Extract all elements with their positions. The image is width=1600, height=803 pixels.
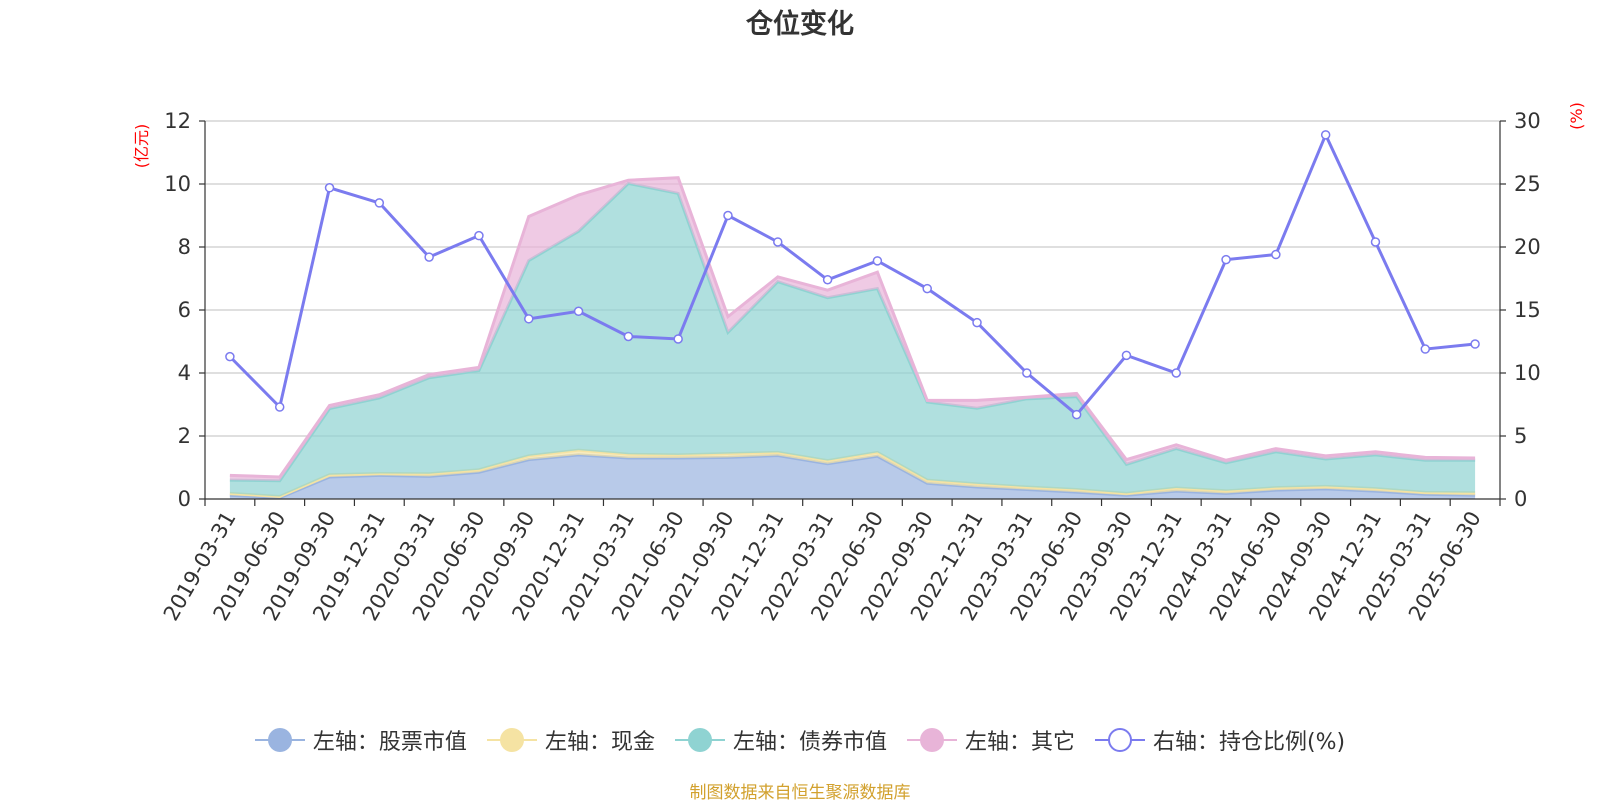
ratio-point: [922, 283, 932, 294]
area-edge-series-3: [229, 176, 1476, 479]
legend-label-cash: 左轴：现金: [544, 730, 655, 755]
area-series-2: [229, 183, 1476, 497]
source-note: 制图数据来自恒生聚源数据库: [689, 783, 911, 803]
ratio-point: [1071, 409, 1082, 420]
ratio-point: [274, 402, 285, 412]
legend-bond-icon: [674, 727, 725, 753]
ratio-point: [225, 351, 235, 362]
ratio-point: [773, 237, 783, 247]
right-tick-label: 0: [1514, 487, 1527, 511]
chart-title: 仓位变化: [746, 9, 854, 40]
right-tick-label: 15: [1514, 298, 1541, 322]
ratio-point: [1370, 237, 1381, 247]
ratio-point: [673, 334, 683, 344]
right-tick-label: 30: [1514, 109, 1541, 133]
right-tick-label: 10: [1514, 361, 1541, 385]
ratio-point: [1320, 130, 1331, 140]
legend-item-cash[interactable]: 左轴：现金: [486, 724, 655, 756]
ratio-point: [324, 183, 335, 193]
legend-other-icon: [906, 727, 957, 753]
legend-cash-icon: [486, 727, 537, 753]
left-tick-label: 8: [178, 235, 191, 259]
ratio-point: [524, 314, 534, 324]
ratio-point: [1420, 344, 1431, 354]
legend-item-bond[interactable]: 左轴：债券市值: [674, 724, 887, 756]
ratio-point: [1470, 339, 1480, 349]
left-tick-label: 2: [178, 424, 191, 448]
ratio-line: [228, 131, 1476, 417]
legend-stock-icon: [254, 727, 305, 753]
ratio-point: [872, 256, 883, 266]
ratio-point: [1221, 254, 1231, 265]
ratio-point: [822, 275, 833, 285]
area-series-1: [229, 450, 1476, 498]
right-axis-unit: (%): [1567, 102, 1586, 130]
ratio-point: [474, 230, 484, 241]
area-series-0: [229, 454, 1476, 499]
left-tick-label: 6: [178, 298, 191, 322]
left-tick-label: 10: [164, 172, 191, 196]
left-tick-label: 12: [164, 109, 191, 133]
ratio-point: [573, 306, 584, 317]
right-tick-label: 20: [1514, 235, 1541, 259]
left-tick-label: 4: [178, 361, 191, 385]
ratio-point: [1121, 350, 1132, 361]
ratio-point: [723, 210, 733, 221]
chart-legend: 左轴：股票市值 左轴：现金 左轴：债券市值 左轴：其它 右轴：持仓比例(%): [0, 722, 1600, 758]
legend-label-bond: 左轴：债券市值: [732, 730, 887, 755]
legend-item-ratio[interactable]: 右轴：持仓比例(%): [1094, 724, 1346, 756]
legend-label-ratio: 右轴：持仓比例(%): [1152, 730, 1346, 755]
left-axis-unit: (亿元): [132, 124, 151, 169]
ratio-point: [424, 252, 434, 262]
ratio-point: [623, 331, 634, 342]
legend-label-stock: 左轴：股票市值: [312, 730, 467, 755]
ratio-point: [1022, 368, 1032, 378]
legend-item-stock[interactable]: 左轴：股票市值: [254, 724, 467, 756]
ratio-point: [1171, 368, 1181, 378]
legend-item-other[interactable]: 左轴：其它: [906, 724, 1075, 756]
ratio-point: [972, 317, 982, 328]
left-tick-label: 0: [178, 487, 191, 511]
ratio-point: [374, 198, 385, 208]
right-tick-label: 25: [1514, 172, 1541, 196]
legend-ratio-icon: [1094, 727, 1145, 753]
ratio-point: [1271, 249, 1281, 260]
legend-label-other: 左轴：其它: [964, 730, 1075, 755]
right-tick-label: 5: [1514, 424, 1527, 448]
